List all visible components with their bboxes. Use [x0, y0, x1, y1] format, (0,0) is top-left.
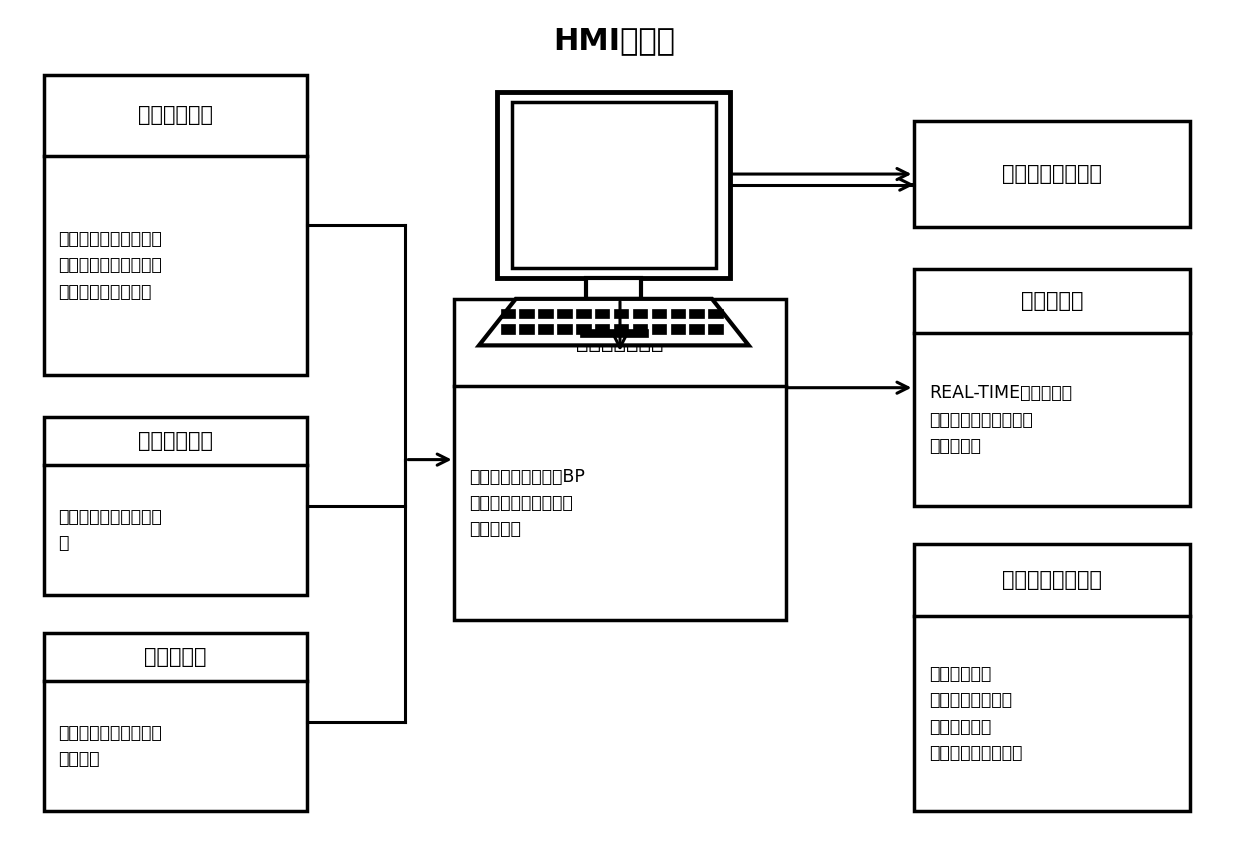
Bar	[708, 324, 723, 334]
Bar	[520, 324, 534, 334]
Text: 获取主机控制系统、主
机监测报警系统、主机
安全保护系统等数据: 获取主机控制系统、主 机监测报警系统、主机 安全保护系统等数据	[58, 230, 162, 301]
Bar	[652, 324, 666, 334]
Text: 数据采集模块: 数据采集模块	[138, 432, 213, 452]
Bar	[501, 309, 515, 318]
Text: HMI客户端: HMI客户端	[553, 27, 675, 55]
Text: REAL-TIME主机及部件
模型（性能、燃油、液
压等系统）: REAL-TIME主机及部件 模型（性能、燃油、液 压等系统）	[929, 384, 1071, 455]
Bar	[538, 309, 553, 318]
Bar	[497, 91, 730, 278]
Bar	[614, 309, 629, 318]
Bar	[914, 544, 1190, 811]
Text: 数据库存储服务器: 数据库存储服务器	[1002, 570, 1102, 590]
Bar	[671, 324, 684, 334]
Bar	[914, 121, 1190, 227]
Bar	[43, 417, 308, 595]
Bar	[557, 324, 572, 334]
Bar	[455, 299, 785, 620]
Bar	[652, 309, 666, 318]
Bar	[595, 309, 610, 318]
Text: 主机故障特征
主机部件故障特征
主机保障数据
主机部件保障数据等: 主机故障特征 主机部件故障特征 主机保障数据 主机部件保障数据等	[929, 665, 1022, 762]
Bar	[632, 309, 647, 318]
Bar	[580, 329, 647, 336]
Bar	[557, 309, 572, 318]
Text: 直接获取主机传感器数
据: 直接获取主机传感器数 据	[58, 508, 162, 552]
Text: 第三方模块: 第三方模块	[144, 647, 207, 667]
Bar	[708, 309, 723, 318]
Bar	[538, 324, 553, 334]
Text: 实时仿真机: 实时仿真机	[1021, 292, 1084, 311]
Bar	[501, 324, 515, 334]
Text: 故障诊断智能算法（BP
神经网络、融合识别、
遗传算法）: 故障诊断智能算法（BP 神经网络、融合识别、 遗传算法）	[469, 468, 585, 538]
Text: 轴磨损传感器、油液金
属检测仪: 轴磨损传感器、油液金 属检测仪	[58, 724, 162, 768]
Bar	[43, 75, 308, 375]
Text: 智能远程通信模块: 智能远程通信模块	[1002, 164, 1102, 184]
Bar	[512, 101, 715, 267]
Bar	[595, 324, 610, 334]
Bar	[614, 324, 629, 334]
Bar	[587, 278, 641, 299]
Polygon shape	[479, 299, 749, 346]
Bar	[914, 269, 1190, 507]
Text: 现场通讯模块: 现场通讯模块	[138, 105, 213, 126]
Bar	[577, 324, 590, 334]
Bar	[689, 324, 704, 334]
Bar	[671, 309, 684, 318]
Bar	[577, 309, 590, 318]
Bar	[689, 309, 704, 318]
Bar	[632, 324, 647, 334]
Bar	[520, 309, 534, 318]
Bar	[43, 633, 308, 811]
Text: 数据处理服务器: 数据处理服务器	[577, 332, 663, 353]
